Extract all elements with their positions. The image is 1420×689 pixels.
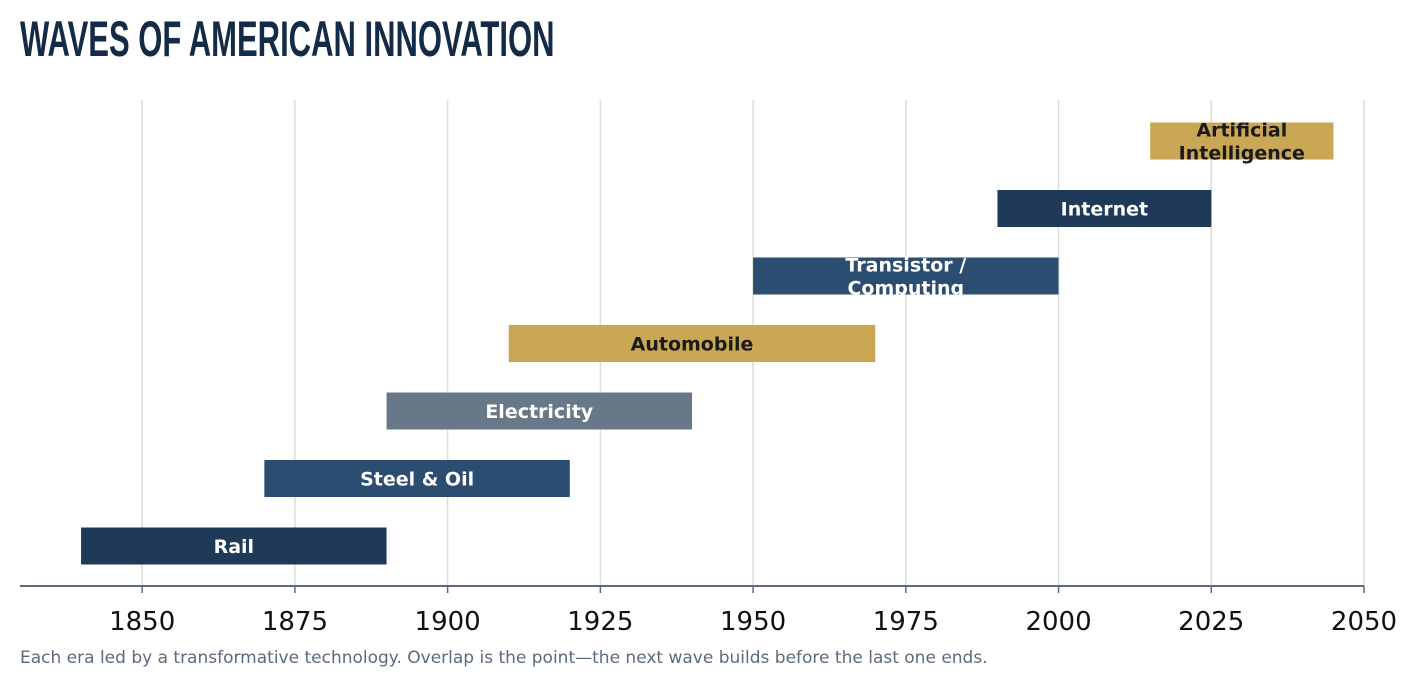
x-tick-label: 1950 [720,607,786,637]
bar-automobile [508,325,876,362]
bar-internet [997,190,1212,227]
x-tick-label: 1975 [873,607,939,637]
bar-steel-oil [264,460,570,497]
chart-title: WAVES OF AMERICAN INNOVATION [20,11,555,67]
x-tick-label: 1875 [262,607,328,637]
x-tick-label: 1900 [415,607,481,637]
bar-electricity [386,392,692,430]
x-tick-label: 2025 [1178,607,1244,637]
bars: Rail Steel & Oil Electricity Automobile Tran… [81,120,1334,565]
bar-label: Rail [214,536,254,558]
x-tick-label: 1925 [567,607,633,637]
bar-transistor-computing [753,257,1059,295]
bar-rail [81,527,387,565]
bar-artificial-intelligence [1150,122,1334,160]
bar-label: Artificial Intelligence [1179,120,1305,165]
bar-label: Automobile [631,334,754,356]
x-tick-label: 1850 [109,607,175,637]
x-axis: 1850 1875 1900 1925 1950 1975 2000 2025 2050 [20,585,1397,637]
x-tick-label: 2050 [1331,607,1397,637]
chart-caption: Each era led by a transformative technol… [20,648,988,668]
bar-label: Electricity [485,401,593,423]
x-tick-label: 2000 [1025,607,1091,637]
bar-label: Internet [1061,199,1148,221]
bar-label: Transistor / Computing [845,255,966,300]
bar-label: Steel & Oil [360,469,474,491]
